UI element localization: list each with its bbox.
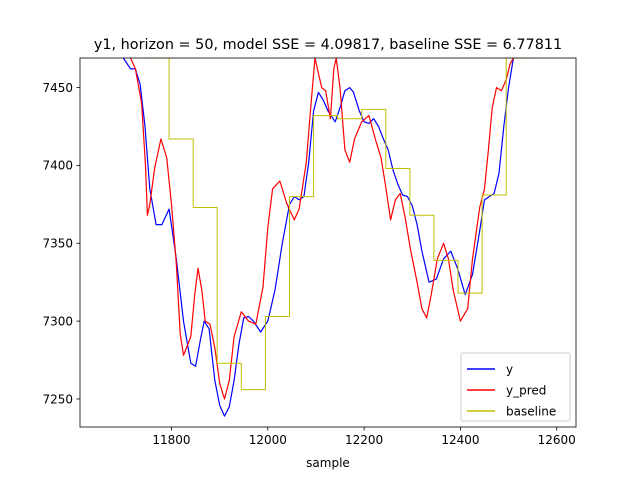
plot-area — [79, 57, 577, 428]
legend-label-y: y — [506, 362, 513, 376]
legend-label-baseline: baseline — [506, 404, 556, 418]
chart-title: y1, horizon = 50, model SSE = 4.09817, b… — [94, 37, 562, 53]
legend-label-y-pred: y_pred — [506, 383, 546, 397]
y-tick-label: 7450 — [42, 81, 73, 95]
x-axis-label: sample — [306, 456, 350, 470]
series-line-y — [122, 58, 514, 417]
x-axis: 11800 12000 12200 12400 12600 — [152, 427, 576, 447]
y-tick-label: 7300 — [42, 314, 73, 328]
legend-frame — [460, 352, 571, 422]
series-line-baseline — [145, 58, 531, 391]
x-tick-label: 12200 — [345, 433, 383, 447]
x-tick-label: 12000 — [249, 433, 287, 447]
x-tick-label: 12600 — [538, 433, 576, 447]
y-axis: 7250 7300 7350 7400 7450 — [42, 81, 80, 406]
x-tick-label: 11800 — [152, 433, 190, 447]
legend: y y_pred baseline — [460, 352, 571, 422]
series-line-y-pred — [130, 58, 514, 400]
y-tick-label: 7350 — [42, 237, 73, 251]
x-tick-label: 12400 — [441, 433, 479, 447]
series-layer — [122, 58, 531, 417]
y-tick-label: 7400 — [42, 159, 73, 173]
plot-frame — [79, 57, 577, 428]
y-tick-label: 7250 — [42, 392, 73, 406]
